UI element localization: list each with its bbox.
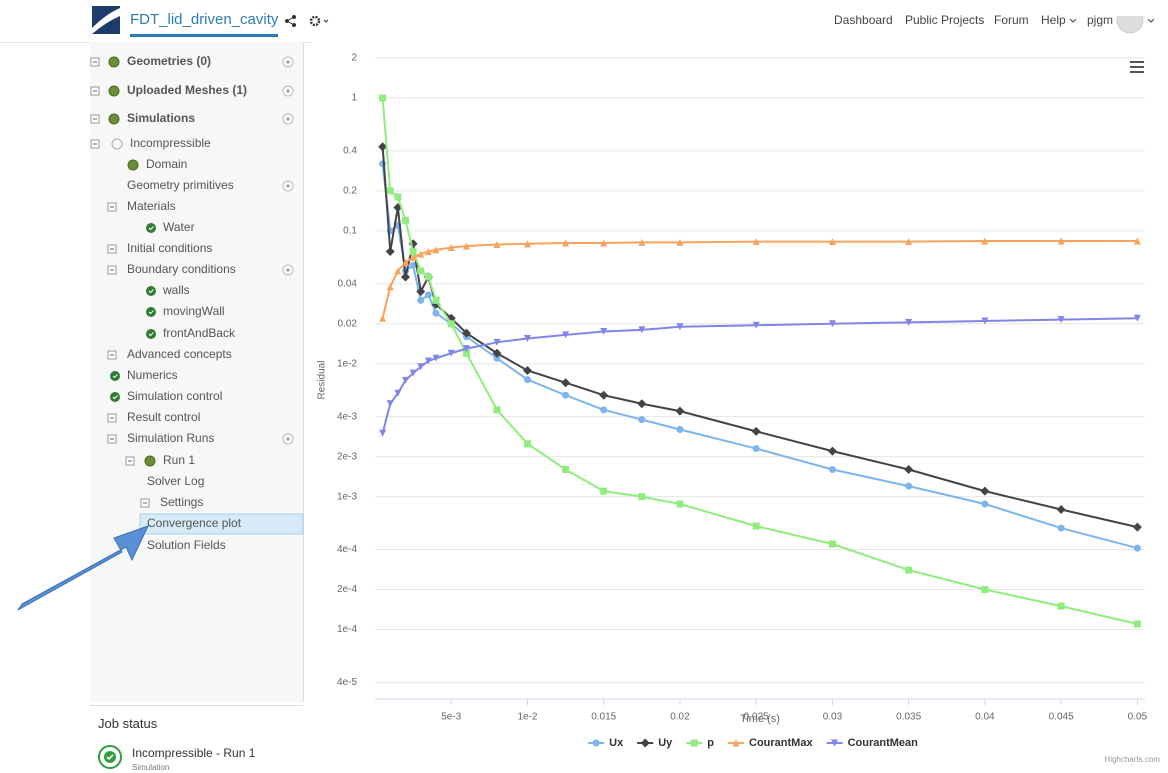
x-tick-label: 0.05 [1128,712,1148,723]
y-tick-label: 0.2 [343,186,357,197]
marker [905,567,912,574]
y-tick-label: 0.04 [338,278,358,289]
marker [829,466,836,473]
y-tick-label: 1e-3 [337,491,357,502]
x-tick-label: 0.015 [591,712,616,723]
marker [638,416,645,423]
marker [417,267,424,274]
y-tick-label: 1e-2 [337,358,357,369]
y-tick-label: 0.4 [343,146,357,157]
marker [432,297,439,304]
marker [600,406,607,413]
marker [425,273,432,280]
nav-forum[interactable]: Forum [994,13,1029,27]
marker [410,248,417,255]
marker [432,310,439,317]
y-tick-label: 4e-4 [337,544,357,555]
marker [1134,545,1141,552]
marker [676,426,683,433]
legend-label: Ux [609,737,624,749]
page: FDT_lid_driven_cavity Dashboard Public P… [0,0,1168,772]
job-name[interactable]: Incompressible - Run 1 [132,746,255,760]
x-tick-label: 0.02 [670,712,690,723]
marker [981,501,988,508]
marker [402,217,409,224]
marker [691,740,698,747]
x-tick-label: 1e-2 [517,712,537,723]
marker [676,501,683,508]
marker [562,392,569,399]
logo [92,6,120,34]
project-actions[interactable] [284,14,330,28]
top-bar: FDT_lid_driven_cavity Dashboard Public P… [0,0,1168,43]
marker [638,493,645,500]
job-icon [97,744,123,770]
job-status-title: Job status [98,716,157,731]
marker [493,406,500,413]
y-tick-label: 0.1 [343,226,357,237]
project-title[interactable]: FDT_lid_driven_cavity [130,11,278,37]
legend-label: CourantMean [848,737,919,749]
x-tick-label: 0.03 [823,712,843,723]
marker [1058,603,1065,610]
annotation-arrow [0,500,160,620]
marker [562,466,569,473]
y-tick-label: 2 [351,53,357,64]
y-tick-label: 2e-3 [337,451,357,462]
marker [379,95,386,102]
x-tick-label: 0.04 [975,712,995,723]
nav-public-projects[interactable]: Public Projects [905,13,984,27]
job-status: Job status Incompressible - Run 1 Simula… [90,705,303,773]
marker [524,376,531,383]
marker [394,193,401,200]
marker [1058,525,1065,532]
marker [524,440,531,447]
y-tick-label: 0.02 [338,318,358,329]
dropdown-icons [1064,16,1154,36]
marker [753,445,760,452]
marker [387,187,394,194]
marker [600,488,607,495]
job-kind: Simulation [132,763,169,772]
legend-label: p [707,737,714,749]
y-tick-label: 1e-4 [337,624,357,635]
marker [981,586,988,593]
y-tick-label: 1 [351,93,357,104]
nav-dashboard[interactable]: Dashboard [834,13,893,27]
marker [1134,621,1141,628]
x-tick-label: 5e-3 [441,712,461,723]
y-tick-label: 4e-3 [337,411,357,422]
chart-background [312,42,1168,772]
marker [448,320,455,327]
marker [425,291,432,298]
marker [593,740,600,747]
y-tick-label: 4e-5 [337,677,357,688]
chart: Residual Time (s) Highcharts.com 4e-51e-… [312,42,1168,772]
nav-help[interactable]: Help [1041,13,1066,27]
marker [379,160,386,167]
marker [417,297,424,304]
legend-label: CourantMax [749,737,813,749]
x-tick-label: 0.025 [744,712,769,723]
marker [829,541,836,548]
x-tick-label: 0.035 [896,712,921,723]
credits: Highcharts.com [1104,755,1160,764]
legend-label: Uy [658,737,673,749]
y-axis-label: Residual [317,361,328,400]
y-tick-label: 2e-4 [337,584,357,595]
x-tick-label: 0.045 [1049,712,1074,723]
marker [905,483,912,490]
marker [753,523,760,530]
